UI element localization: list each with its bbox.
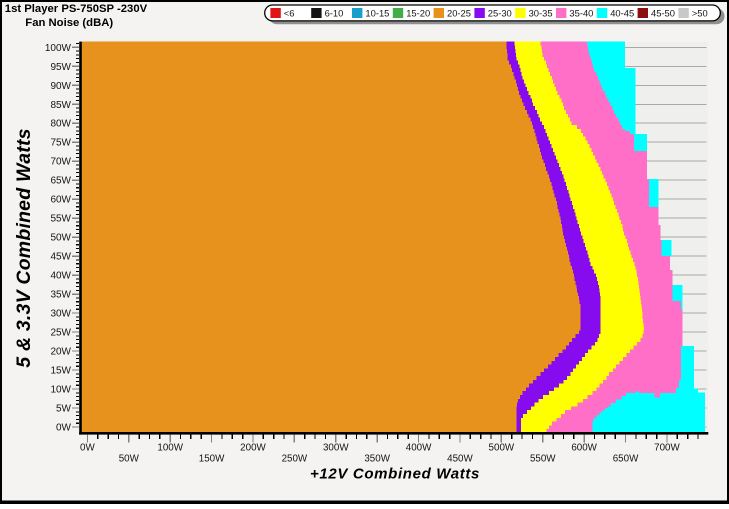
svg-text:20W: 20W bbox=[50, 347, 71, 358]
svg-text:25-30: 25-30 bbox=[488, 7, 512, 18]
svg-text:25W: 25W bbox=[50, 328, 71, 339]
svg-text:500W: 500W bbox=[489, 443, 515, 454]
svg-text:50W: 50W bbox=[119, 454, 140, 465]
svg-text:30-35: 30-35 bbox=[529, 7, 553, 18]
svg-text:400W: 400W bbox=[406, 443, 432, 454]
svg-text:15W: 15W bbox=[50, 366, 71, 377]
svg-text:40-45: 40-45 bbox=[610, 7, 634, 18]
svg-text:10W: 10W bbox=[50, 385, 71, 396]
svg-text:Fan Noise (dBA): Fan Noise (dBA) bbox=[25, 17, 113, 29]
svg-text:5 & 3.3V Combined Watts: 5 & 3.3V Combined Watts bbox=[13, 128, 35, 367]
svg-text:40W: 40W bbox=[50, 271, 71, 282]
svg-text:35-40: 35-40 bbox=[569, 7, 593, 18]
svg-text:95W: 95W bbox=[50, 62, 71, 73]
svg-text:55W: 55W bbox=[50, 214, 71, 225]
svg-text:100W: 100W bbox=[157, 443, 183, 454]
svg-text:100W: 100W bbox=[45, 43, 72, 54]
svg-text:0W: 0W bbox=[56, 423, 72, 434]
svg-text:150W: 150W bbox=[199, 454, 225, 465]
svg-text:85W: 85W bbox=[50, 100, 71, 111]
svg-text:80W: 80W bbox=[50, 119, 71, 130]
svg-text:300W: 300W bbox=[323, 443, 349, 454]
svg-text:+12V Combined Watts: +12V Combined Watts bbox=[310, 466, 480, 483]
svg-text:30W: 30W bbox=[50, 309, 71, 320]
svg-text:35W: 35W bbox=[50, 290, 71, 301]
svg-text:600W: 600W bbox=[571, 443, 597, 454]
svg-text:10-15: 10-15 bbox=[365, 7, 389, 18]
svg-text:45-50: 45-50 bbox=[651, 7, 675, 18]
svg-text:65W: 65W bbox=[50, 176, 71, 187]
svg-text:6-10: 6-10 bbox=[325, 7, 344, 18]
svg-text:75W: 75W bbox=[50, 138, 71, 149]
svg-text:550W: 550W bbox=[530, 454, 556, 465]
svg-text:<6: <6 bbox=[284, 7, 295, 18]
svg-text:70W: 70W bbox=[50, 157, 71, 168]
svg-text:200W: 200W bbox=[240, 443, 266, 454]
svg-text:90W: 90W bbox=[50, 81, 71, 92]
svg-text:1st Player PS-750SP -230V: 1st Player PS-750SP -230V bbox=[5, 3, 148, 15]
svg-text:>50: >50 bbox=[692, 7, 708, 18]
svg-text:350W: 350W bbox=[364, 454, 390, 465]
svg-text:0W: 0W bbox=[80, 443, 95, 454]
svg-text:700W: 700W bbox=[654, 443, 680, 454]
svg-text:50W: 50W bbox=[50, 233, 71, 244]
svg-text:250W: 250W bbox=[282, 454, 308, 465]
svg-text:5W: 5W bbox=[56, 404, 72, 415]
svg-text:20-25: 20-25 bbox=[447, 7, 471, 18]
svg-text:60W: 60W bbox=[50, 195, 71, 206]
svg-text:15-20: 15-20 bbox=[406, 7, 430, 18]
svg-text:45W: 45W bbox=[50, 252, 71, 263]
svg-text:650W: 650W bbox=[613, 454, 639, 465]
svg-text:450W: 450W bbox=[447, 454, 473, 465]
